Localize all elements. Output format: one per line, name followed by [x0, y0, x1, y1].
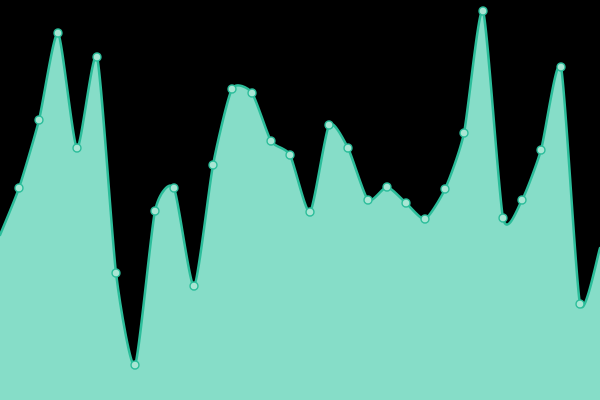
data-point-marker: [305, 207, 315, 217]
data-point-marker: [459, 128, 469, 138]
data-point-markers: [14, 6, 585, 370]
data-point-marker: [111, 268, 121, 278]
data-point-marker: [498, 213, 508, 223]
data-point-marker: [189, 281, 199, 291]
data-point-marker: [169, 183, 179, 193]
data-point-marker: [401, 198, 411, 208]
data-point-marker: [440, 184, 450, 194]
data-point-marker: [517, 195, 527, 205]
area-fill-path: [0, 10, 600, 400]
data-point-marker: [72, 143, 82, 153]
data-point-marker: [556, 62, 566, 72]
data-point-marker: [53, 28, 63, 38]
data-point-marker: [14, 183, 24, 193]
data-point-marker: [420, 214, 430, 224]
data-point-marker: [227, 84, 237, 94]
data-point-marker: [324, 120, 334, 130]
data-point-marker: [92, 52, 102, 62]
data-point-marker: [536, 145, 546, 155]
data-point-marker: [478, 6, 488, 16]
data-point-marker: [130, 360, 140, 370]
data-point-marker: [208, 160, 218, 170]
data-point-marker: [575, 299, 585, 309]
data-point-marker: [343, 143, 353, 153]
data-point-marker: [382, 182, 392, 192]
data-point-marker: [34, 115, 44, 125]
data-point-marker: [285, 150, 295, 160]
data-point-marker: [150, 206, 160, 216]
data-point-marker: [266, 136, 276, 146]
data-point-marker: [247, 88, 257, 98]
data-point-marker: [363, 195, 373, 205]
